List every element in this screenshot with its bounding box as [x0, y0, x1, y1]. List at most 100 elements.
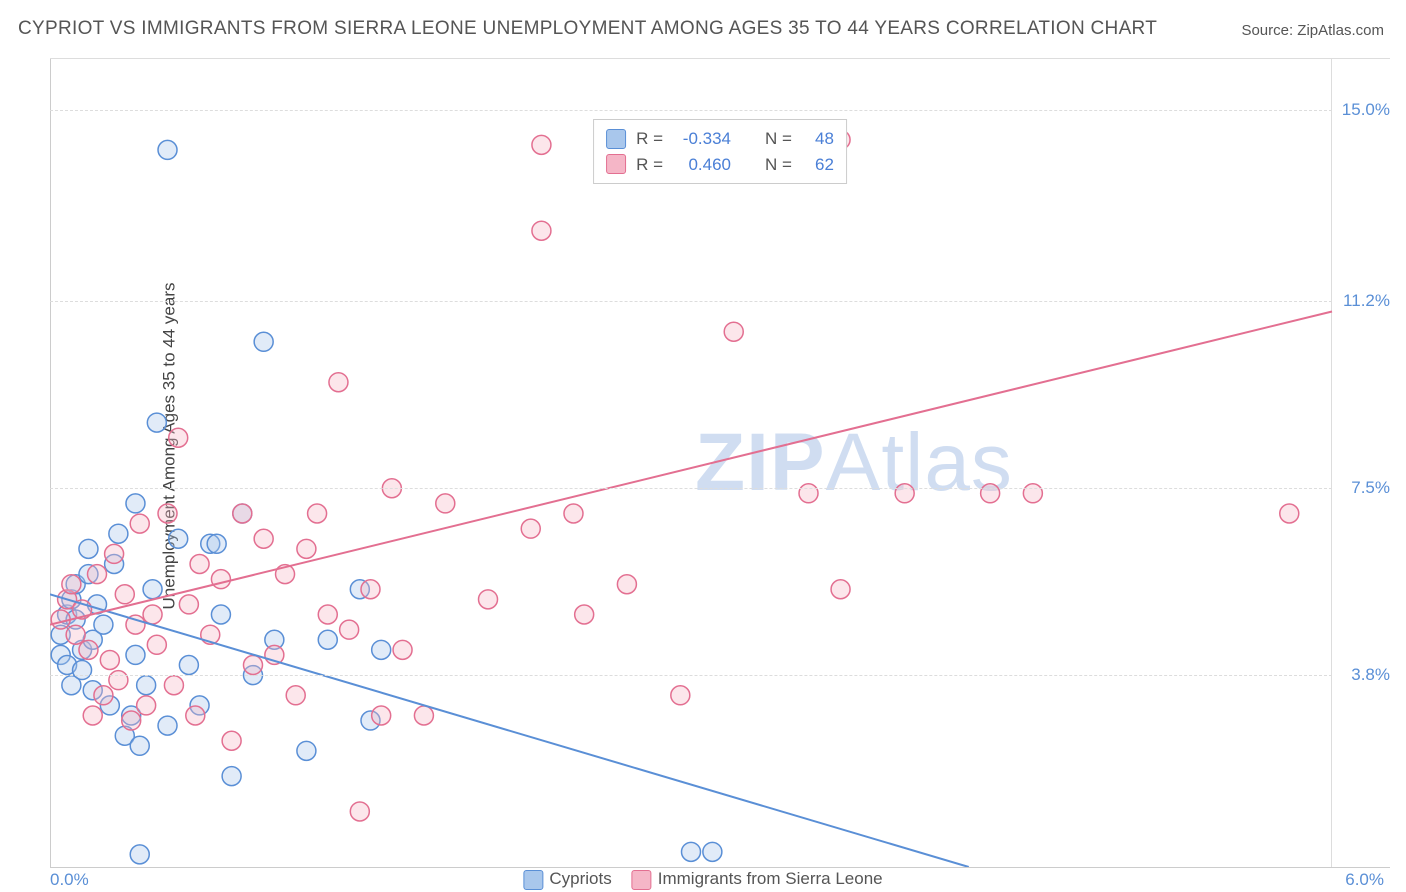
data-point: [286, 686, 305, 705]
data-point: [981, 484, 1000, 503]
y-tick-label: 3.8%: [1351, 665, 1390, 685]
data-point: [372, 706, 391, 725]
data-point: [115, 585, 134, 604]
data-point: [130, 736, 149, 755]
data-point: [222, 767, 241, 786]
legend-r-label: R =: [636, 126, 663, 152]
data-point: [158, 504, 177, 523]
data-point: [211, 605, 230, 624]
legend-item: Cypriots: [523, 869, 611, 890]
data-point: [109, 671, 128, 690]
data-point: [1280, 504, 1299, 523]
data-point: [414, 706, 433, 725]
data-point: [130, 514, 149, 533]
data-point: [147, 413, 166, 432]
data-point: [329, 373, 348, 392]
series-legend: Cypriots Immigrants from Sierra Leone: [523, 869, 882, 890]
data-point: [575, 605, 594, 624]
legend-series-name: Cypriots: [549, 869, 611, 888]
data-point: [158, 716, 177, 735]
data-point: [137, 676, 156, 695]
y-tick-label: 15.0%: [1342, 100, 1390, 120]
gridline: [50, 675, 1332, 676]
legend-swatch: [606, 129, 626, 149]
data-point: [222, 731, 241, 750]
data-point: [105, 544, 124, 563]
data-point: [73, 661, 92, 680]
legend-row: R = -0.334 N = 48: [606, 126, 834, 152]
data-point: [137, 696, 156, 715]
legend-row: R =0.460N =62: [606, 152, 834, 178]
data-point: [254, 332, 273, 351]
source-attribution: Source: ZipAtlas.com: [1241, 22, 1384, 39]
data-point: [164, 676, 183, 695]
trend-line: [50, 312, 1332, 625]
data-point: [436, 494, 455, 513]
data-point: [158, 140, 177, 159]
data-point: [617, 575, 636, 594]
legend-swatch: [523, 870, 543, 890]
data-point: [532, 221, 551, 240]
data-point: [122, 711, 141, 730]
data-point: [393, 640, 412, 659]
chart-container: CYPRIOT VS IMMIGRANTS FROM SIERRA LEONE …: [0, 0, 1406, 892]
data-point: [211, 570, 230, 589]
data-point: [126, 645, 145, 664]
gridline: [50, 301, 1332, 302]
data-point: [79, 640, 98, 659]
data-point: [895, 484, 914, 503]
data-point: [169, 529, 188, 548]
data-point: [671, 686, 690, 705]
data-point: [109, 524, 128, 543]
data-point: [207, 534, 226, 553]
legend-series-name: Immigrants from Sierra Leone: [658, 869, 883, 888]
data-point: [308, 504, 327, 523]
data-point: [83, 706, 102, 725]
plot-area: ZIPAtlas R =-0.334N =48R =0.460N =62 3.8…: [50, 58, 1390, 868]
data-point: [79, 539, 98, 558]
data-point: [521, 519, 540, 538]
data-point: [94, 615, 113, 634]
legend-item: Immigrants from Sierra Leone: [632, 869, 883, 890]
data-point: [62, 575, 81, 594]
legend-swatch: [606, 154, 626, 174]
chart-title: CYPRIOT VS IMMIGRANTS FROM SIERRA LEONE …: [18, 18, 1157, 40]
data-point: [143, 605, 162, 624]
data-point: [88, 565, 107, 584]
data-point: [532, 135, 551, 154]
legend-n-label: N =: [765, 126, 792, 152]
data-point: [66, 625, 85, 644]
data-point: [564, 504, 583, 523]
data-point: [372, 640, 391, 659]
data-point: [350, 802, 369, 821]
data-point: [254, 529, 273, 548]
correlation-legend: R =-0.334N =48R =0.460N =62: [593, 119, 847, 184]
data-point: [340, 620, 359, 639]
data-point: [233, 504, 252, 523]
data-point: [318, 630, 337, 649]
data-point: [361, 580, 380, 599]
data-point: [126, 494, 145, 513]
y-tick-label: 11.2%: [1343, 291, 1390, 311]
data-point: [297, 539, 316, 558]
trend-line: [50, 594, 969, 867]
data-point: [179, 595, 198, 614]
x-axis-max-label: 6.0%: [1345, 870, 1384, 890]
data-point: [799, 484, 818, 503]
data-point: [682, 842, 701, 861]
data-point: [831, 580, 850, 599]
data-point: [297, 741, 316, 760]
data-point: [190, 555, 209, 574]
data-point: [130, 845, 149, 864]
legend-r-value: -0.334: [673, 126, 731, 152]
legend-swatch: [632, 870, 652, 890]
gridline: [50, 110, 1332, 111]
data-point: [703, 842, 722, 861]
legend-n-label: N =: [765, 152, 792, 178]
legend-r-label: R =: [636, 152, 663, 178]
legend-n-value: 62: [802, 152, 834, 178]
data-point: [143, 580, 162, 599]
data-point: [147, 635, 166, 654]
legend-n-value: 48: [802, 126, 834, 152]
gridline: [50, 488, 1332, 489]
